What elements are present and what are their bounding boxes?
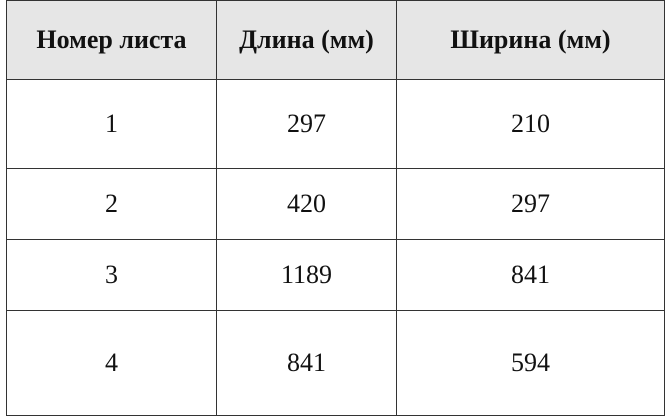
cell-width: 210: [396, 79, 665, 169]
cell-width: 841: [396, 239, 665, 311]
table-row: 3 1189 841: [6, 239, 665, 311]
header-sheet-number: Номер листа: [6, 0, 217, 80]
cell-length: 297: [216, 79, 397, 169]
table-row: 2 420 297: [6, 168, 665, 240]
header-row: Номер листа Длина (мм) Ширина (мм): [6, 0, 665, 80]
header-width: Ширина (мм): [396, 0, 665, 80]
cell-length: 841: [216, 310, 397, 416]
cell-length: 1189: [216, 239, 397, 311]
table-row: 1 297 210: [6, 79, 665, 169]
header-length: Длина (мм): [216, 0, 397, 80]
table-row: 4 841 594: [6, 310, 665, 416]
cell-sheet-number: 3: [6, 239, 217, 311]
cell-length: 420: [216, 168, 397, 240]
cell-sheet-number: 2: [6, 168, 217, 240]
cell-sheet-number: 1: [6, 79, 217, 169]
cell-width: 297: [396, 168, 665, 240]
sheet-size-table: Номер листа Длина (мм) Ширина (мм) 1 297…: [6, 0, 665, 416]
cell-sheet-number: 4: [6, 310, 217, 416]
cell-width: 594: [396, 310, 665, 416]
